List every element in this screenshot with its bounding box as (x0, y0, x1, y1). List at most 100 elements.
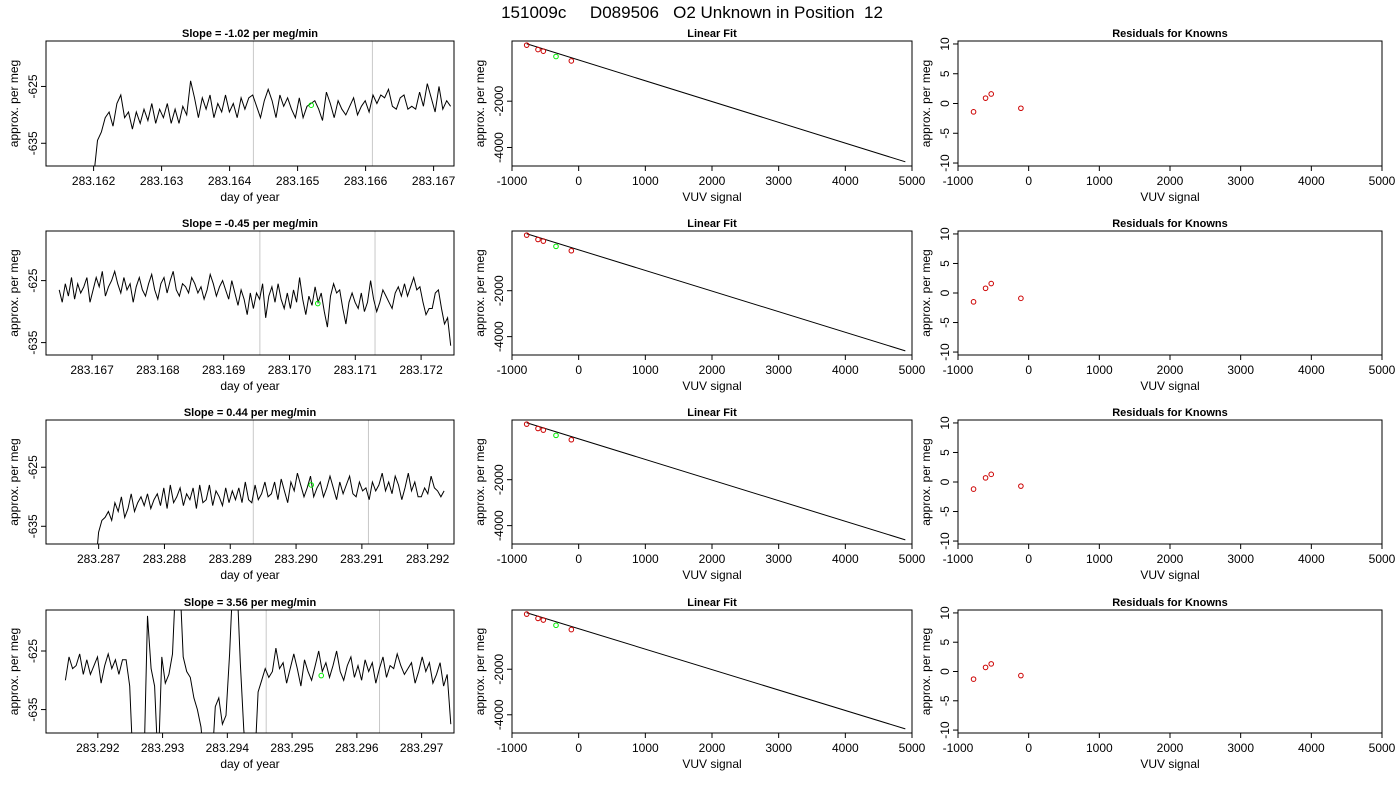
x-tick-label: 283.172 (399, 363, 443, 377)
known-point (568, 247, 575, 254)
known-point (1018, 483, 1024, 489)
x-tick-label: -1000 (497, 363, 528, 377)
known-point (535, 46, 541, 53)
x-axis-label: VUV signal (1140, 379, 1199, 393)
y-axis-label: approx. per meg (919, 249, 933, 336)
panel-title: Linear Fit (687, 28, 737, 40)
x-tick-label: 3000 (765, 741, 792, 755)
x-axis-label: VUV signal (682, 757, 741, 771)
y-tick-label: 5 (938, 449, 952, 456)
x-tick-label: 2000 (699, 363, 726, 377)
y-axis-label: approx. per meg (7, 249, 21, 336)
x-tick-label: 2000 (1157, 363, 1184, 377)
y-tick-label: -635 (26, 330, 40, 354)
panel-title: Linear Fit (687, 218, 737, 230)
x-tick-label: 4000 (832, 741, 859, 755)
panel-title: Residuals for Knowns (1112, 407, 1228, 419)
series-line (58, 269, 452, 346)
plot-data (58, 269, 452, 346)
x-tick-label: 1000 (632, 363, 659, 377)
chart-panel: -1000 0 1000 2000 3000 4000 5000 -4000 -2000 Line… (473, 597, 926, 771)
known-point (523, 611, 530, 617)
x-tick-label: 1000 (1086, 363, 1113, 377)
x-axis-label: day of year (220, 568, 279, 582)
y-tick-label: 10 (938, 227, 952, 241)
y-tick-label: -5 (938, 317, 952, 328)
y-tick-label: -2000 (492, 654, 506, 685)
chart-panel: -1000 0 1000 2000 3000 4000 5000 -10 -5 0 5 10 Resid… (919, 597, 1396, 771)
fit-line (526, 233, 906, 352)
plot-data (523, 42, 906, 163)
x-tick-label: 3000 (1227, 552, 1254, 566)
x-tick-label: 283.288 (143, 552, 187, 566)
chart-panel: -1000 0 1000 2000 3000 4000 5000 -4000 -2000 Line… (473, 407, 926, 582)
known-point (970, 486, 977, 492)
y-axis-label: approx. per meg (919, 438, 933, 525)
plot-data (523, 611, 906, 730)
unknown-point (553, 53, 559, 60)
y-tick-label: 0 (938, 289, 952, 296)
plot-frame (45, 230, 455, 356)
y-axis-label: approx. per meg (473, 60, 487, 147)
x-tick-label: 2000 (1157, 552, 1184, 566)
panel-title: Linear Fit (687, 407, 737, 419)
known-point (535, 425, 541, 432)
x-tick-label: 283.171 (334, 363, 378, 377)
y-axis-label: approx. per meg (473, 438, 487, 525)
chart-panel: 283.162 283.163 283.164 283.165 283.166 283.1… (7, 28, 456, 204)
known-point (982, 285, 989, 292)
y-axis-label: approx. per meg (473, 249, 487, 336)
known-point (535, 615, 541, 622)
y-tick-label: 0 (938, 668, 952, 675)
x-tick-label: 0 (575, 741, 582, 755)
series-line (97, 472, 445, 544)
y-axis-label: approx. per meg (473, 628, 487, 715)
unknown-point (308, 102, 315, 109)
unknown-point (318, 672, 325, 679)
x-tick-label: 5000 (1369, 174, 1396, 188)
x-tick-label: 5000 (1369, 741, 1396, 755)
x-tick-label: 4000 (832, 552, 859, 566)
series-line (64, 610, 452, 733)
known-point (982, 475, 989, 481)
known-point (1018, 105, 1024, 112)
x-tick-label: 283.294 (206, 741, 250, 755)
plot-data (970, 91, 1024, 115)
panel-title: Residuals for Knowns (1112, 597, 1228, 609)
x-tick-label: 3000 (765, 552, 792, 566)
plot-frame (45, 609, 455, 734)
x-axis-label: day of year (220, 757, 279, 771)
x-tick-label: 283.291 (340, 552, 384, 566)
x-tick-label: 283.164 (208, 174, 252, 188)
y-tick-label: -4000 (492, 132, 506, 163)
y-tick-label: -10 (938, 154, 952, 172)
y-tick-label: 5 (938, 70, 952, 77)
series-line (94, 80, 452, 166)
panel-title: Linear Fit (687, 597, 737, 609)
plot-frame (957, 40, 1383, 167)
plot-data (97, 472, 445, 544)
plot-data (970, 280, 1024, 305)
x-tick-label: 0 (1025, 363, 1032, 377)
known-point (523, 42, 530, 48)
x-tick-label: 283.292 (406, 552, 450, 566)
y-tick-label: -4000 (492, 699, 506, 730)
plot-frame (957, 230, 1383, 356)
chart-panel: -1000 0 1000 2000 3000 4000 5000 -4000 -2000 Line… (473, 218, 926, 393)
panel-title: Residuals for Knowns (1112, 28, 1228, 40)
y-tick-label: -2000 (492, 275, 506, 306)
x-tick-label: 2000 (699, 741, 726, 755)
chart-panel: 283.292 283.293 283.294 283.295 283.296 283.2… (7, 597, 455, 771)
x-tick-label: 5000 (1369, 363, 1396, 377)
x-axis-label: VUV signal (682, 568, 741, 582)
x-tick-label: 2000 (1157, 174, 1184, 188)
x-tick-label: 5000 (899, 363, 926, 377)
x-tick-label: 1000 (632, 174, 659, 188)
known-point (970, 299, 977, 305)
x-axis-label: VUV signal (1140, 757, 1199, 771)
x-tick-label: 2000 (1157, 741, 1184, 755)
y-tick-label: -10 (938, 721, 952, 739)
x-tick-label: 283.165 (276, 174, 320, 188)
x-tick-label: 3000 (1227, 741, 1254, 755)
